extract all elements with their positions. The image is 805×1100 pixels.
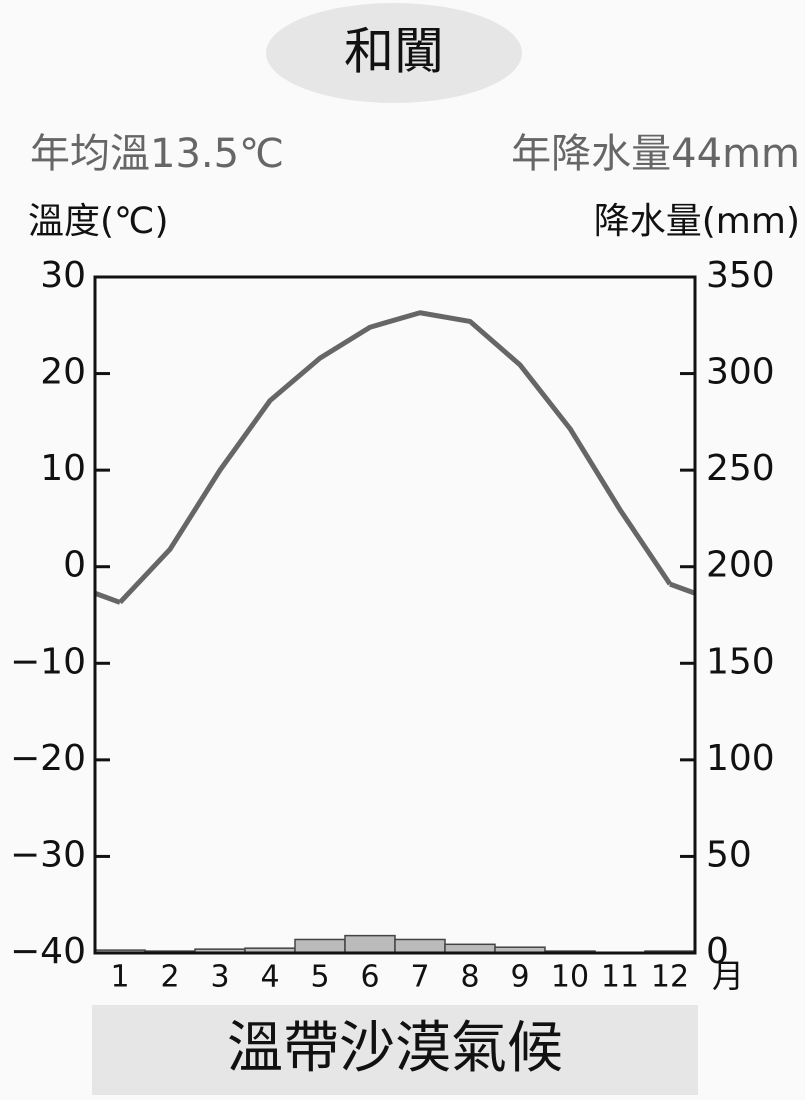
x-tick-label: 9 — [510, 960, 529, 995]
y2-tick-label: 200 — [706, 545, 775, 586]
y2-tick-label: 50 — [706, 834, 752, 875]
x-tick-label: 3 — [210, 960, 229, 995]
y2-tick-label: 350 — [706, 255, 775, 296]
x-tick-label: 11 — [601, 960, 639, 995]
chart-title: 和闐 — [344, 23, 444, 81]
title-badge — [266, 3, 522, 103]
y-tick-label: −10 — [10, 641, 86, 682]
y2-tick-label: 250 — [706, 448, 775, 489]
y-tick-label: 0 — [63, 545, 86, 586]
precip-bar — [294, 938, 346, 954]
x-tick-label: 7 — [410, 960, 429, 995]
x-tick-label: 6 — [360, 960, 379, 995]
y2-tick-label: 100 — [706, 738, 775, 779]
x-tick-label: 5 — [310, 960, 329, 995]
annual-temperature: 年均溫13.5℃ — [30, 131, 284, 177]
y-tick-label: 10 — [40, 448, 86, 489]
y-axis-label: 溫度(℃) — [28, 201, 169, 242]
y-tick-label: 20 — [40, 352, 86, 393]
x-tick-label: 12 — [651, 960, 689, 995]
x-axis-label: 月 — [712, 957, 744, 995]
footer-box — [92, 1005, 698, 1095]
plot-frame — [93, 275, 697, 955]
temperature-line — [118, 310, 673, 605]
precip-bar — [394, 938, 446, 954]
y-tick-label: −20 — [10, 738, 86, 779]
temperature-line-wrap — [94, 581, 696, 605]
x-tick-label: 2 — [160, 960, 179, 995]
y2-tick-label: 300 — [706, 352, 775, 393]
y-tick-label: −30 — [10, 834, 86, 875]
y2-axis-label: 降水量(mm) — [594, 201, 800, 242]
climate-type: 溫帶沙漠氣候 — [227, 1016, 563, 1081]
y-tick-label: −40 — [10, 931, 86, 972]
x-tick-label: 8 — [460, 960, 479, 995]
y2-tick-label: 0 — [706, 931, 729, 972]
x-tick-label: 4 — [260, 960, 279, 995]
y-tick-label: 30 — [40, 255, 86, 296]
x-tick-label: 1 — [110, 960, 129, 995]
x-tick-label: 10 — [551, 960, 589, 995]
y2-tick-label: 150 — [706, 641, 775, 682]
precip-bar — [344, 934, 396, 954]
annual-precipitation: 年降水量44mm — [511, 131, 800, 177]
